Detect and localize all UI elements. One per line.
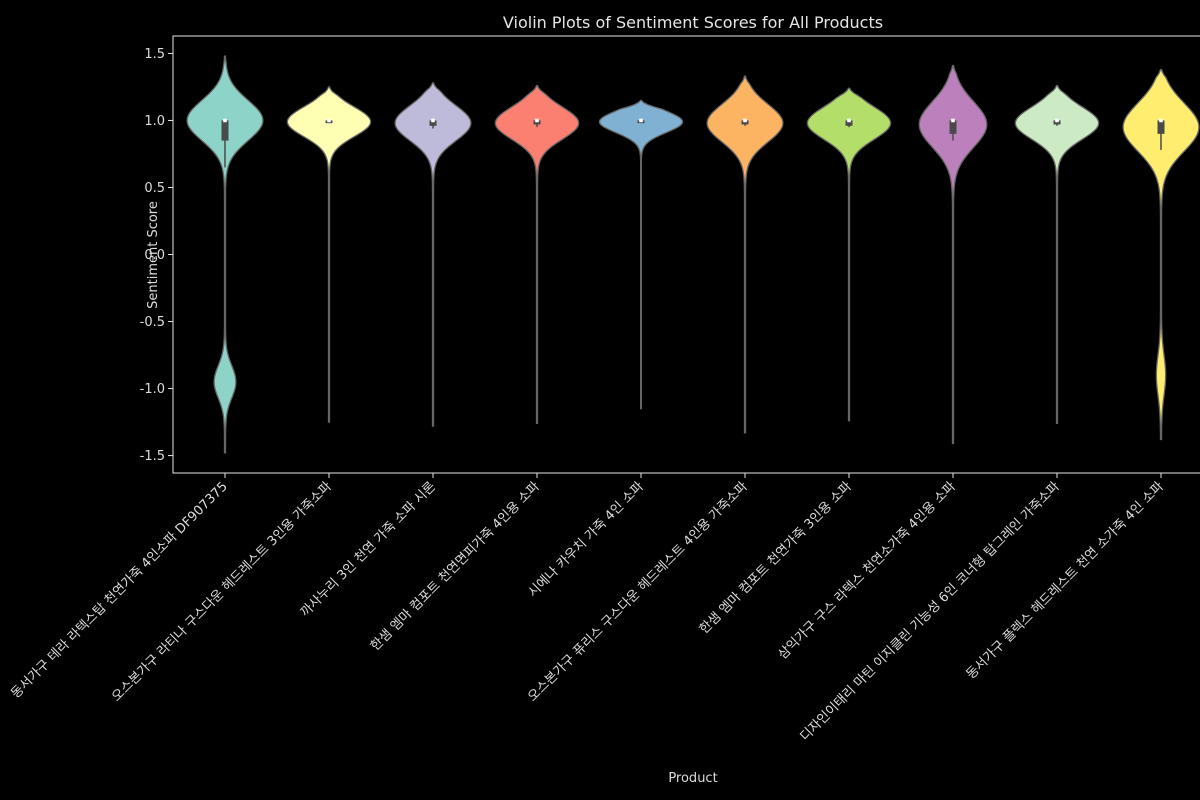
y-tick-label: 1.5: [144, 47, 165, 62]
violin-median-marker: [327, 118, 331, 123]
violin-median-marker: [535, 118, 539, 123]
y-axis-label: Sentiment Score: [146, 201, 161, 309]
y-axis: 1.5 1.0 0.5 0.0 -0.5 -1.0 -1.5: [140, 47, 173, 464]
violin-5: [598, 99, 684, 410]
y-tick-label: 0.0: [144, 248, 165, 263]
violin-median-marker: [743, 118, 747, 123]
y-tick-label: 1.0: [144, 114, 165, 129]
violin-iqr-box: [1157, 120, 1165, 134]
violin-10: [1122, 68, 1200, 441]
violin-iqr-box: [429, 120, 437, 126]
violin-median-marker: [1055, 118, 1059, 123]
violin-8: [918, 64, 988, 445]
y-tick-label: -1.5: [140, 449, 165, 464]
violin-1: [186, 55, 264, 454]
y-tick-label: -0.5: [140, 315, 165, 330]
violin-median-marker: [431, 118, 435, 123]
violin-iqr-box: [1053, 120, 1061, 125]
chart-title: Violin Plots of Sentiment Scores for All…: [503, 13, 883, 32]
violin-iqr-box: [845, 120, 853, 126]
violin-body: [494, 84, 580, 425]
violin-body: [1122, 68, 1200, 441]
violin-median-marker: [951, 118, 955, 123]
violin-median-marker: [847, 118, 851, 123]
violin-body: [186, 55, 264, 454]
y-tick-label: -1.0: [140, 382, 165, 397]
violin-iqr-box: [741, 120, 749, 125]
violin-body: [918, 64, 988, 445]
violins-layer: [186, 55, 1200, 454]
violin-2: [286, 86, 372, 423]
violin-9: [1014, 84, 1100, 425]
violin-body: [598, 99, 684, 410]
violin-body: [1014, 84, 1100, 425]
violin-body: [706, 75, 784, 434]
violin-iqr-box: [949, 120, 957, 134]
violin-median-marker: [639, 118, 643, 123]
violin-7: [806, 87, 892, 422]
violin-iqr-box: [533, 120, 541, 125]
violin-body: [394, 82, 472, 427]
violin-median-marker: [223, 118, 227, 123]
violin-median-marker: [1159, 118, 1163, 123]
x-axis-label: Product: [668, 771, 717, 786]
violin-body: [286, 86, 372, 423]
violin-iqr-box: [221, 120, 229, 141]
y-tick-label: 0.5: [144, 181, 165, 196]
violin-4: [494, 84, 580, 425]
violin-6: [706, 75, 784, 434]
violin-body: [806, 87, 892, 422]
violin-3: [394, 82, 472, 427]
